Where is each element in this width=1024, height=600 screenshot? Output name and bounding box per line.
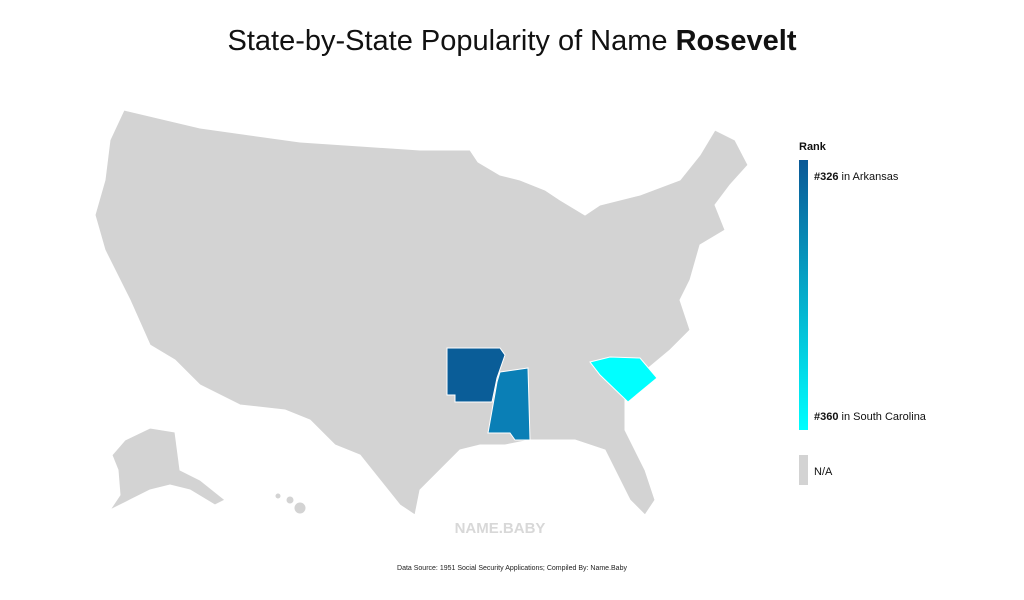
title-text: State-by-State Popularity of Name — [228, 25, 676, 57]
state-highlight — [446, 347, 506, 403]
alaska — [108, 427, 226, 512]
watermark: NAME.BABY — [455, 520, 546, 537]
state-highlight — [487, 367, 531, 441]
us-map — [94, 109, 749, 516]
legend-top-label: #326 in Arkansas — [814, 171, 899, 183]
legend-bottom-label: #360 in South Carolina — [814, 411, 927, 423]
legend-title: Rank — [799, 141, 827, 153]
legend-top-text: in Arkansas — [838, 171, 898, 183]
state-highlight — [589, 356, 658, 403]
legend-bottom-rank: #360 — [814, 411, 838, 423]
legend-na: N/A — [814, 466, 833, 478]
contiguous-us — [94, 109, 749, 516]
hawaii — [293, 501, 307, 515]
footer: Data Source: 1951 Social Security Applic… — [397, 565, 627, 572]
highlighted-states — [446, 347, 658, 441]
hawaii — [274, 492, 282, 500]
hawaii — [285, 495, 295, 505]
title: State-by-State Popularity of Name Roseve… — [228, 25, 797, 57]
title-name: Rosevelt — [676, 25, 797, 57]
legend-top-rank: #326 — [814, 171, 838, 183]
legend-bottom-text: in South Carolina — [838, 411, 926, 423]
legend-na-swatch — [799, 455, 808, 485]
legend-gradient — [799, 160, 808, 430]
